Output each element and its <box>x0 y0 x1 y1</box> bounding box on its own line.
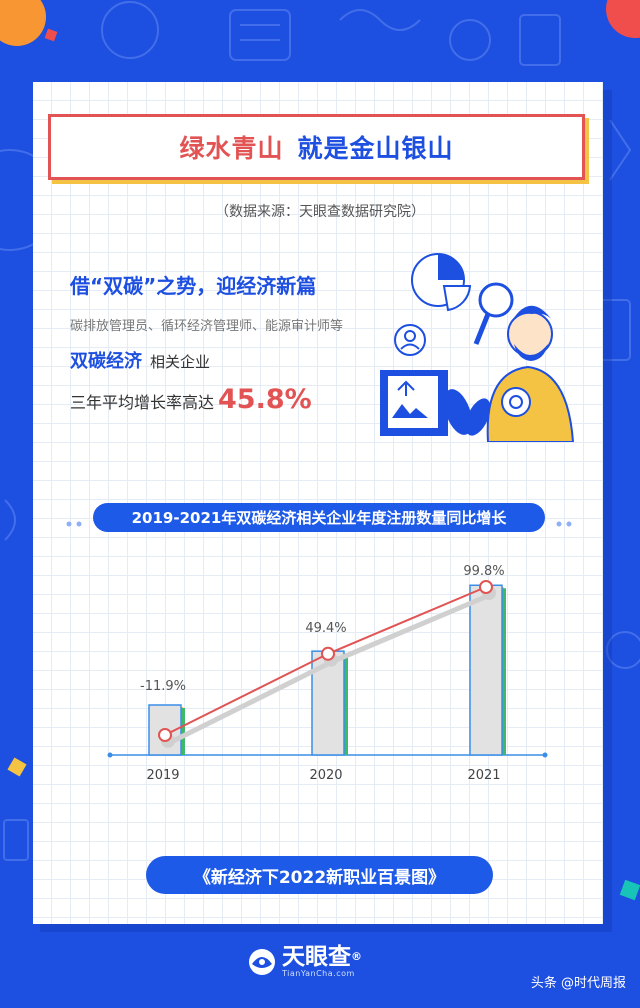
intro-headline: 借“双碳”之势，迎经济新篇 <box>70 274 317 298</box>
logo-eye-icon <box>249 948 275 975</box>
title-part2: 就是金山银山 <box>297 134 454 163</box>
analyst-illustration <box>380 253 575 442</box>
value-label-2020: 49.4% <box>305 621 346 636</box>
tianyancha-logo: 天眼查® TianYanCha.com <box>248 945 362 978</box>
intro-jobs: 碳排放管理员、循环经济管理师、能源审计师等 <box>70 319 344 334</box>
pill-dots-right <box>553 513 577 532</box>
value-label-2019: -11.9% <box>140 679 186 694</box>
pill-dots-left <box>66 513 90 532</box>
intro-highlight-suffix: 相关企业 <box>150 353 211 371</box>
x-axis-start-dot <box>107 752 113 758</box>
plant-leaves <box>444 389 491 436</box>
value-label-2021: 99.8% <box>463 564 504 579</box>
intro-growth-text: 三年平均增长率高达 <box>70 393 215 412</box>
logo-sub: TianYanCha.com <box>282 969 355 978</box>
intro-growth-line: 三年平均增长率高达 45.8% <box>70 384 312 415</box>
user-icon <box>394 324 426 356</box>
pie-chart-icon <box>411 253 472 312</box>
x-tick-2021: 2021 <box>467 768 500 783</box>
x-axis-end-dot <box>542 752 548 758</box>
chart-title-pill: 2019-2021年双碳经济相关企业年度注册数量同比增长 <box>93 503 545 532</box>
watermark: 头条 @时代周报 <box>530 976 626 991</box>
x-tick-2020: 2020 <box>309 768 342 783</box>
person-figure <box>486 305 575 442</box>
data-point-2019 <box>158 728 172 742</box>
intro-highlight: 双碳经济 <box>70 351 142 372</box>
x-tick-2019: 2019 <box>146 768 179 783</box>
book-title-button[interactable]: 《新经济下2022新职业百景图》 <box>146 856 493 894</box>
intro-growth-value: 45.8% <box>218 384 312 415</box>
title-part1: 绿水青山 <box>179 134 284 163</box>
data-source: （数据来源：天眼查数据研究院） <box>215 204 425 220</box>
title-box: 绿水青山 就是金山银山 <box>48 114 585 180</box>
data-point-2021 <box>479 580 493 594</box>
intro-highlight-line: 双碳经济 相关企业 <box>70 347 210 373</box>
recycle-screen-icon <box>380 370 448 436</box>
bar-2021 <box>469 584 506 756</box>
logo-reg: ® <box>351 950 362 963</box>
logo-name: 天眼查 <box>282 944 351 970</box>
magnifier-icon <box>473 282 514 345</box>
data-point-2020 <box>321 646 335 661</box>
